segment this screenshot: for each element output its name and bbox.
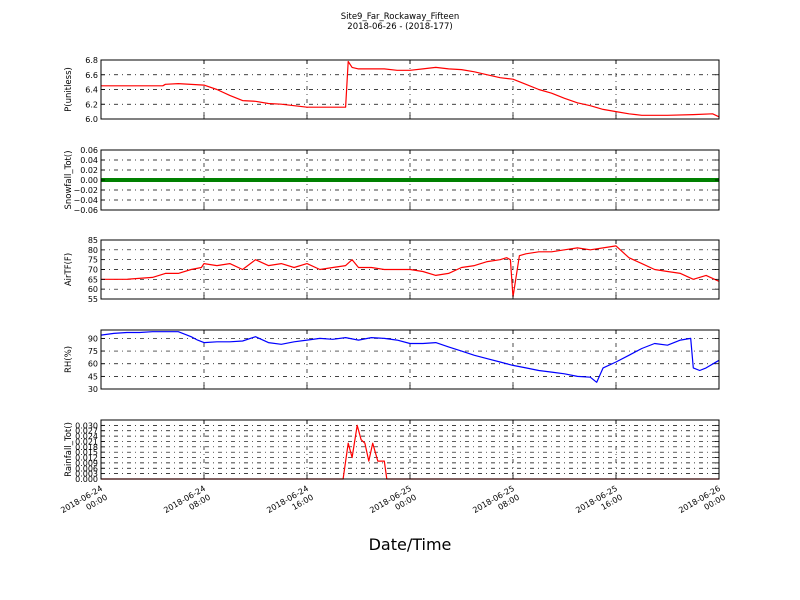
y-tick-label: −0.06 — [73, 206, 98, 215]
y-tick-label: 80 — [88, 246, 98, 255]
y-tick-label: 0.021 — [75, 437, 98, 446]
y-axis-label: AirTF(F) — [64, 253, 74, 286]
y-tick-label: 90 — [88, 334, 98, 343]
y-tick-label: 6.2 — [85, 100, 98, 109]
y-tick-label: 60 — [88, 360, 98, 369]
panel-2: −0.06−0.04−0.020.000.020.040.06 Snowfall_… — [64, 146, 720, 215]
y-tick-label: 45 — [88, 372, 98, 381]
x-axis-label: Date/Time — [369, 535, 452, 554]
series-line — [101, 424, 719, 480]
panel-5: 0.0000.0030.0060.0090.0120.0150.0180.021… — [64, 419, 720, 484]
y-tick-label: 0.006 — [75, 464, 98, 473]
y-axis-label: Snowfall_Tot() — [64, 150, 74, 209]
y-tick-label: 0.009 — [75, 459, 98, 468]
y-axis-label: P(unitless) — [64, 67, 74, 112]
panel-1: 6.0 6.2 6.4 6.6 6.8 P(unitless) — [64, 56, 720, 124]
panel-4: 30 45 60 75 90 RH(%) — [64, 329, 720, 394]
y-tick-label: 85 — [88, 236, 98, 245]
y-tick-label: 0.018 — [75, 443, 98, 452]
y-tick-label: 0.003 — [75, 470, 98, 479]
series-line — [101, 245, 720, 298]
x-tick-label: 2018-06-2516:00 — [574, 484, 624, 524]
x-tick-label: 2018-06-2600:00 — [677, 484, 727, 524]
y-tick-label: 0.024 — [75, 432, 98, 441]
y-tick-label: 30 — [88, 385, 98, 394]
y-tick-label: 0.030 — [75, 421, 98, 430]
x-tick-label: 2018-06-2500:00 — [368, 484, 418, 524]
x-tick-label: 2018-06-2408:00 — [162, 484, 212, 524]
y-tick-label: 0.012 — [75, 454, 98, 463]
x-tick-label: 2018-06-2416:00 — [265, 484, 315, 524]
y-tick-label: 6.8 — [85, 56, 98, 65]
x-tick-label: 2018-06-2508:00 — [471, 484, 521, 524]
y-tick-label: 0.04 — [80, 156, 98, 165]
y-tick-label: 0.06 — [80, 146, 98, 155]
series-line — [100, 331, 720, 383]
y-tick-label: 75 — [88, 347, 98, 356]
y-tick-label: 0.02 — [80, 166, 98, 175]
series-line — [101, 60, 720, 118]
y-tick-label: 55 — [88, 295, 98, 304]
y-axis-label: RH(%) — [64, 346, 74, 373]
y-tick-label: 6.0 — [85, 115, 98, 124]
chart-subtitle: 2018-06-26 - (2018-177) — [347, 22, 452, 32]
y-tick-label: 65 — [88, 275, 98, 284]
chart-title: Site9_Far_Rockaway_Fifteen — [341, 12, 460, 22]
x-tick-labels: 2018-06-2400:00 2018-06-2408:00 2018-06-24… — [59, 484, 727, 524]
panels: 6.0 6.2 6.4 6.6 6.8 P(unitless) −0.06−0.04−0.0… — [64, 56, 720, 484]
y-tick-label: 6.4 — [85, 86, 98, 95]
y-tick-label: 6.6 — [85, 71, 98, 80]
y-tick-label: 0.00 — [80, 176, 98, 185]
y-tick-label: 70 — [88, 266, 98, 275]
y-tick-label: 0.027 — [75, 427, 98, 436]
y-tick-label: 60 — [88, 285, 98, 294]
y-tick-label: −0.04 — [73, 196, 98, 205]
y-axis-label: Rainfall_Tot() — [64, 422, 74, 477]
x-tick-label: 2018-06-2400:00 — [59, 484, 109, 524]
y-tick-label: −0.02 — [73, 186, 98, 195]
y-tick-label: 0.015 — [75, 448, 98, 457]
y-tick-label: 75 — [88, 256, 98, 265]
y-tick-label: 0.000 — [75, 475, 98, 484]
